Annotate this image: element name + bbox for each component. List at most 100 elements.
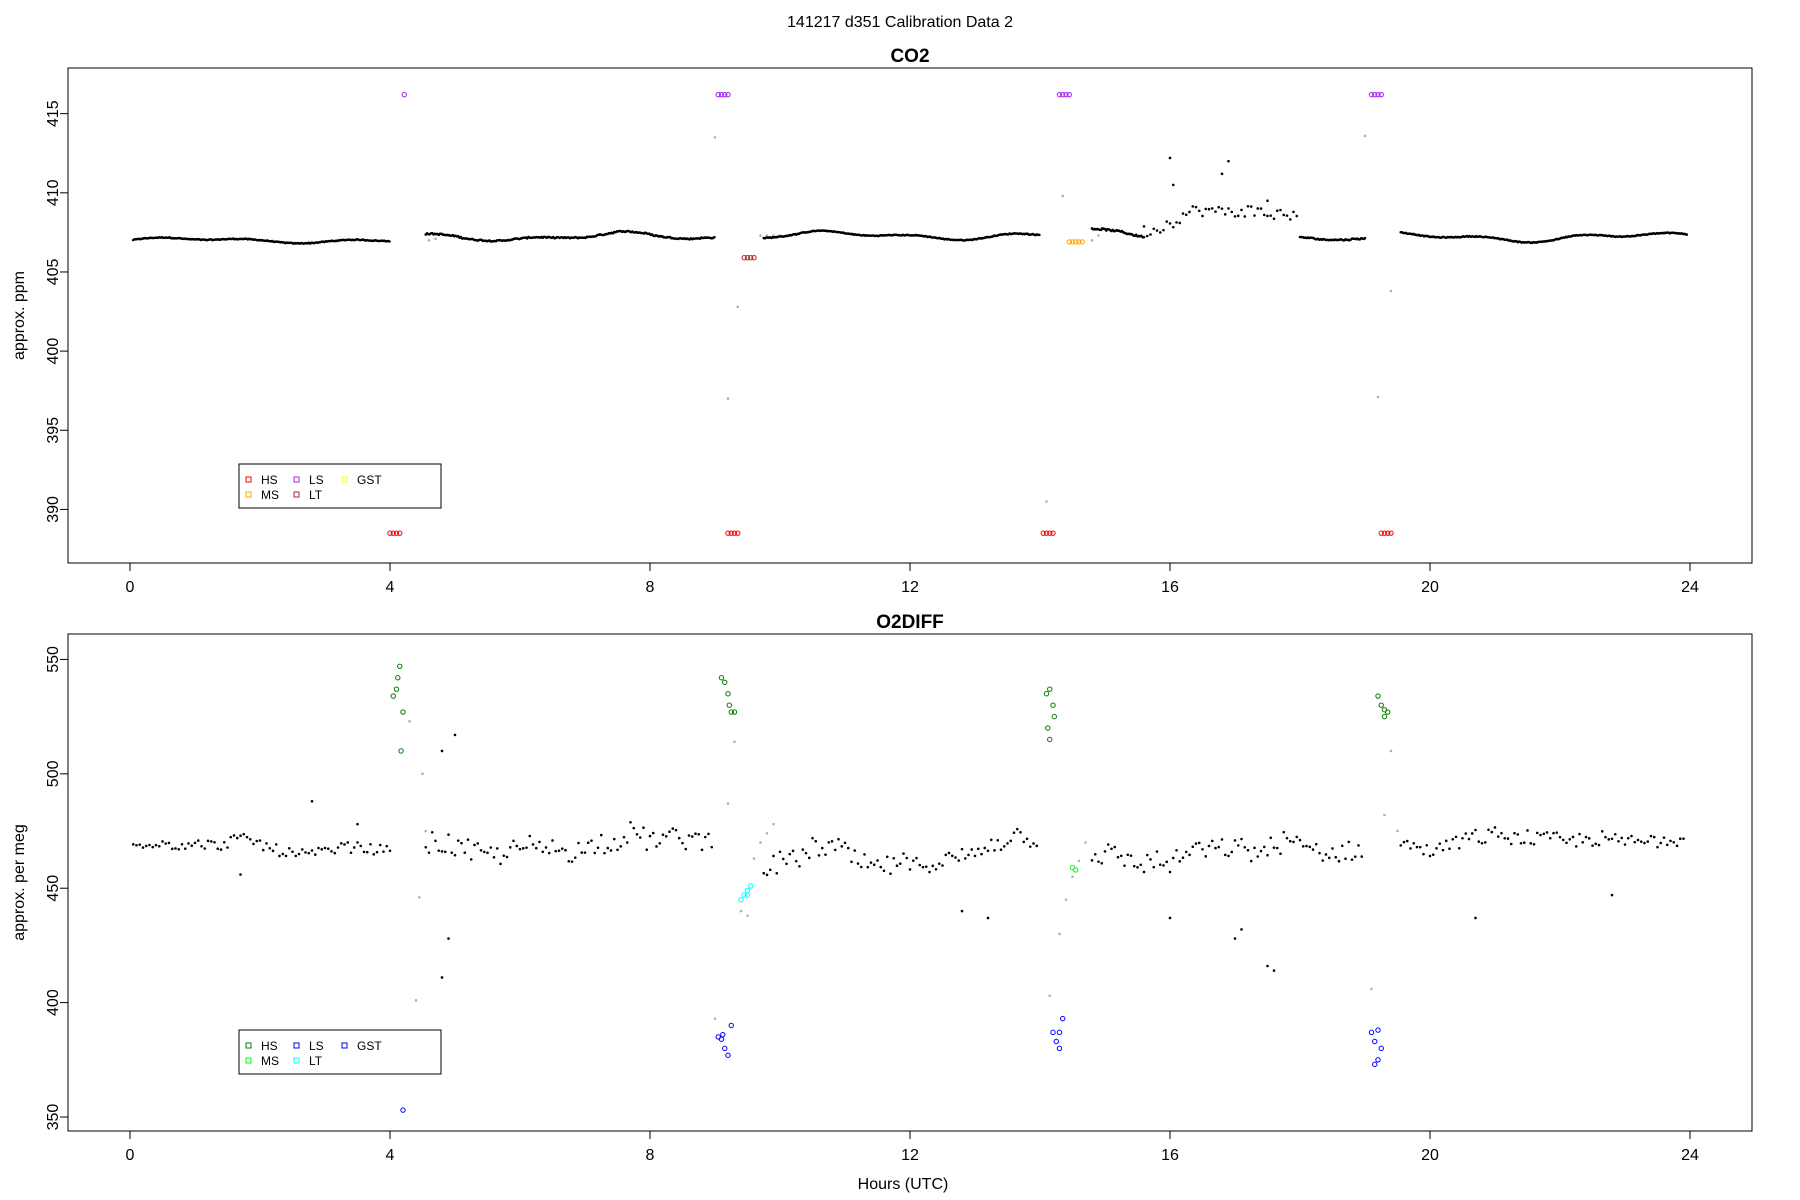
o2diff-data-point <box>362 850 366 854</box>
o2diff-data-point <box>440 749 444 753</box>
o2diff-data-point <box>950 854 954 858</box>
o2diff-data-point <box>655 845 658 848</box>
o2diff-data-point <box>791 849 795 853</box>
o2diff-cal-point-ls <box>1056 1045 1063 1052</box>
o2diff-data-point <box>1636 838 1640 842</box>
o2diff-data-point <box>1435 847 1438 850</box>
o2diff-data-point <box>700 848 704 852</box>
o2diff-data-point <box>307 851 311 855</box>
o2diff-data-point <box>135 843 138 847</box>
o2diff-excluded-point <box>1077 859 1081 863</box>
o2diff-data-point <box>882 869 886 873</box>
co2-data-point <box>1243 215 1247 218</box>
o2diff-data-point <box>534 846 538 850</box>
o2diff-data-point <box>1402 840 1406 844</box>
o2diff-data-point <box>248 838 252 841</box>
o2diff-data-point <box>170 847 174 851</box>
o2diff-data-point <box>1522 841 1526 844</box>
o2diff-data-point <box>1035 844 1039 848</box>
o2diff-cal-point-ls <box>1375 1027 1381 1033</box>
o2diff-data-point <box>336 846 340 849</box>
o2diff-data-point <box>154 843 158 847</box>
co2-excluded-point <box>726 397 730 400</box>
co2-data-point <box>1162 228 1165 232</box>
o2diff-data-point <box>963 857 967 860</box>
o2diff-data-point <box>1269 836 1273 840</box>
o2diff-data-point <box>271 849 275 853</box>
co2-cal-point-hs <box>390 530 396 536</box>
co2-cal-point-hs <box>1047 530 1053 536</box>
o2diff-data-point <box>1431 853 1435 856</box>
co2-data-point <box>1266 199 1269 203</box>
o2diff-data-point <box>1669 839 1672 843</box>
o2diff-data-point <box>317 846 320 850</box>
o2diff-data-point <box>1162 864 1165 867</box>
o2diff-data-point <box>424 845 428 849</box>
co2-cal-point-ls <box>718 91 725 98</box>
o2diff-data-point <box>1529 842 1533 845</box>
o2diff-data-point <box>781 857 785 861</box>
o2diff-data-point <box>1464 832 1468 835</box>
o2diff-data-point <box>1620 836 1624 840</box>
co2-cal-point-ms <box>1076 239 1082 245</box>
o2diff-data-point <box>1249 859 1253 863</box>
co2-data-point <box>1253 214 1256 217</box>
o2diff-data-point <box>1630 834 1633 838</box>
co2-data-point <box>1188 210 1191 214</box>
o2diff-data-point <box>1171 856 1175 860</box>
o2diff-data-point <box>148 843 151 847</box>
co2-legend-box <box>238 463 442 509</box>
o2diff-data-point <box>144 844 148 848</box>
o2diff-data-point <box>349 851 353 855</box>
o2diff-data-point <box>447 833 450 836</box>
o2diff-data-point <box>1220 838 1224 841</box>
o2diff-data-point <box>830 840 834 843</box>
o2diff-data-point <box>1097 860 1100 863</box>
o2diff-data-point <box>928 870 931 874</box>
o2diff-data-point <box>1643 841 1646 845</box>
o2diff-data-point <box>1240 928 1243 931</box>
co2-cal-point-hs <box>735 530 741 536</box>
o2diff-data-point <box>463 851 467 855</box>
o2diff-data-point <box>469 858 473 861</box>
o2diff-data-point <box>908 868 912 871</box>
co2-data-point <box>1236 214 1240 218</box>
o2diff-data-point <box>794 859 798 863</box>
co2-cal-point-lt <box>741 255 747 261</box>
o2diff-data-point <box>1028 845 1032 848</box>
co2-series-excluded <box>391 134 1666 503</box>
co2-excluded-point <box>1090 239 1094 242</box>
o2diff-excluded-point <box>408 719 411 723</box>
o2diff-data-point <box>954 856 957 859</box>
o2diff-data-point <box>486 851 489 855</box>
o2diff-data-point <box>1006 842 1009 845</box>
o2diff-data-point <box>1535 831 1539 835</box>
o2diff-excluded-point <box>726 802 730 805</box>
co2-cal-point-ms <box>1066 239 1072 245</box>
o2diff-data-point <box>1145 853 1149 857</box>
o2diff-data-point <box>1188 853 1191 857</box>
o2diff-data-point <box>554 849 558 853</box>
o2diff-data-point <box>1675 844 1679 848</box>
co2-cal-point-hs <box>1043 530 1050 536</box>
o2diff-data-point <box>1210 839 1214 843</box>
o2diff-data-point <box>983 846 987 850</box>
o2diff-data-point <box>343 843 346 846</box>
o2diff-data-point <box>921 865 925 869</box>
co2-cal-point-ls <box>1375 91 1381 98</box>
o2diff-data-point <box>1142 870 1146 874</box>
o2diff-data-point <box>632 826 636 830</box>
o2diff-cal-point-hs <box>390 693 396 699</box>
o2diff-data-point <box>1282 830 1286 834</box>
o2diff-data-point <box>1012 831 1016 835</box>
co2-cal-point-ls <box>1372 91 1378 98</box>
o2diff-cal-point-ls <box>722 1045 728 1052</box>
o2diff-cal-point-hs <box>1050 702 1056 708</box>
o2diff-data-point <box>1305 844 1308 848</box>
o2diff-cal-point-hs <box>398 748 404 754</box>
o2diff-data-point <box>1149 858 1152 861</box>
o2diff-data-point <box>1662 836 1666 839</box>
o2diff-data-point <box>1415 845 1419 849</box>
o2diff-data-point <box>599 833 603 837</box>
o2diff-data-point <box>1633 840 1637 844</box>
